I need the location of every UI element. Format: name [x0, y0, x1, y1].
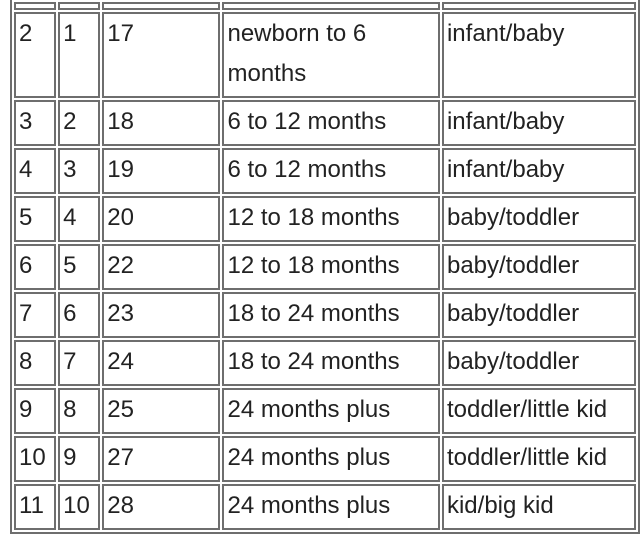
col-1-cell: 8: [14, 340, 57, 386]
col-2-cell: 2: [58, 100, 101, 146]
col-2-cell: 6: [58, 292, 101, 338]
col-3-cell: 20: [102, 196, 221, 242]
col-2-cell: 5: [58, 244, 101, 290]
table-row: 10 9 27 24 months plus toddler/little kid: [14, 436, 636, 482]
col-4-cell: 18 to 24 months: [222, 340, 440, 386]
col-5-cell: baby/toddler: [441, 340, 636, 386]
col-4-cell: 24 months plus: [222, 388, 440, 434]
col-4-cell: 12 to 18 months: [222, 196, 440, 242]
col-3-cell: 22: [102, 244, 221, 290]
col-5-cell: infant/baby: [441, 100, 636, 146]
col-5-cell: baby/toddler: [441, 292, 636, 338]
col-4-cell: 18 to 24 months: [222, 292, 440, 338]
col-3-cell: 17: [102, 12, 221, 98]
col-4-cell: 24 months plus: [222, 436, 440, 482]
table-row: 3 2 18 6 to 12 months infant/baby: [14, 100, 636, 146]
col-3-cell: 23: [102, 292, 221, 338]
col-3-cell: 19: [102, 148, 221, 194]
col-4-cell: 6 to 12 months: [222, 100, 440, 146]
col-4-cell: newborn to 6 months: [222, 12, 440, 98]
col-4-cell: 12 to 18 months: [222, 244, 440, 290]
table-row: 2 1 17 newborn to 6 months infant/baby: [14, 12, 636, 98]
col-5-cell: baby/toddler: [441, 196, 636, 242]
col-1-cell: 9: [14, 388, 57, 434]
col-1-cell: 4: [14, 148, 57, 194]
col-1-cell: 5: [14, 196, 57, 242]
col-2-cell: 9: [58, 436, 101, 482]
col-1-cell: 10: [14, 436, 57, 482]
col-5-cell: toddler/little kid: [441, 388, 636, 434]
col-4-cell: [222, 2, 440, 10]
col-1-cell: [14, 2, 57, 10]
col-5-cell: infant/baby: [441, 12, 636, 98]
table-row: 8 7 24 18 to 24 months baby/toddler: [14, 340, 636, 386]
col-5-cell: infant/baby: [441, 148, 636, 194]
col-3-cell: 25: [102, 388, 221, 434]
size-table-body: 2 1 17 newborn to 6 months infant/baby 3 2 18 6 …: [14, 2, 636, 530]
col-5-cell: [441, 2, 636, 10]
col-4-cell: 6 to 12 months: [222, 148, 440, 194]
size-table: 2 1 17 newborn to 6 months infant/baby 3 2 18 6 …: [10, 0, 640, 534]
table-row: 4 3 19 6 to 12 months infant/baby: [14, 148, 636, 194]
col-1-cell: 2: [14, 12, 57, 98]
table-row: 9 8 25 24 months plus toddler/little kid: [14, 388, 636, 434]
col-1-cell: 11: [14, 484, 57, 530]
col-3-cell: 28: [102, 484, 221, 530]
table-row: 6 5 22 12 to 18 months baby/toddler: [14, 244, 636, 290]
table-row: [14, 2, 636, 10]
col-5-cell: kid/big kid: [441, 484, 636, 530]
col-4-cell: 24 months plus: [222, 484, 440, 530]
col-3-cell: 24: [102, 340, 221, 386]
col-2-cell: 4: [58, 196, 101, 242]
col-2-cell: 8: [58, 388, 101, 434]
col-3-cell: [102, 2, 221, 10]
col-1-cell: 3: [14, 100, 57, 146]
col-3-cell: 18: [102, 100, 221, 146]
col-5-cell: baby/toddler: [441, 244, 636, 290]
col-2-cell: 1: [58, 12, 101, 98]
col-3-cell: 27: [102, 436, 221, 482]
col-2-cell: 7: [58, 340, 101, 386]
col-1-cell: 7: [14, 292, 57, 338]
col-2-cell: [58, 2, 101, 10]
col-2-cell: 10: [58, 484, 101, 530]
col-2-cell: 3: [58, 148, 101, 194]
table-row: 11 10 28 24 months plus kid/big kid: [14, 484, 636, 530]
table-row: 7 6 23 18 to 24 months baby/toddler: [14, 292, 636, 338]
table-row: 5 4 20 12 to 18 months baby/toddler: [14, 196, 636, 242]
col-1-cell: 6: [14, 244, 57, 290]
col-5-cell: toddler/little kid: [441, 436, 636, 482]
